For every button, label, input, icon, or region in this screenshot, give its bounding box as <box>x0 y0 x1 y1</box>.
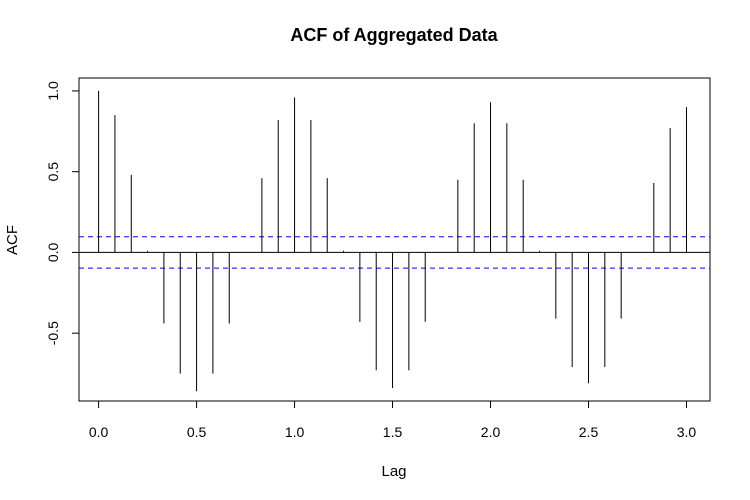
x-tick-label: 0.5 <box>187 424 207 440</box>
x-axis-label: Lag <box>381 463 406 480</box>
x-tick-label: 2.5 <box>579 424 599 440</box>
x-tick-label: 1.0 <box>285 424 305 440</box>
y-tick-label: 1.0 <box>45 81 61 101</box>
y-axis-label: ACF <box>4 225 21 255</box>
plot-area: 0.0 0.5 1.0 1.5 2.0 2.5 3.0 -0.5 0.0 0.5 1.0 <box>45 77 711 440</box>
x-tick-label: 3.0 <box>677 424 697 440</box>
y-tick-label: -0.5 <box>45 321 61 345</box>
chart-title: ACF of Aggregated Data <box>290 25 498 45</box>
x-tick-label: 2.0 <box>481 424 501 440</box>
y-tick-label: 0.5 <box>45 162 61 182</box>
x-tick-label: 1.5 <box>383 424 403 440</box>
x-tick-label: 0.0 <box>89 424 109 440</box>
y-tick-label: 0.0 <box>45 242 61 262</box>
plot-frame <box>78 77 711 402</box>
